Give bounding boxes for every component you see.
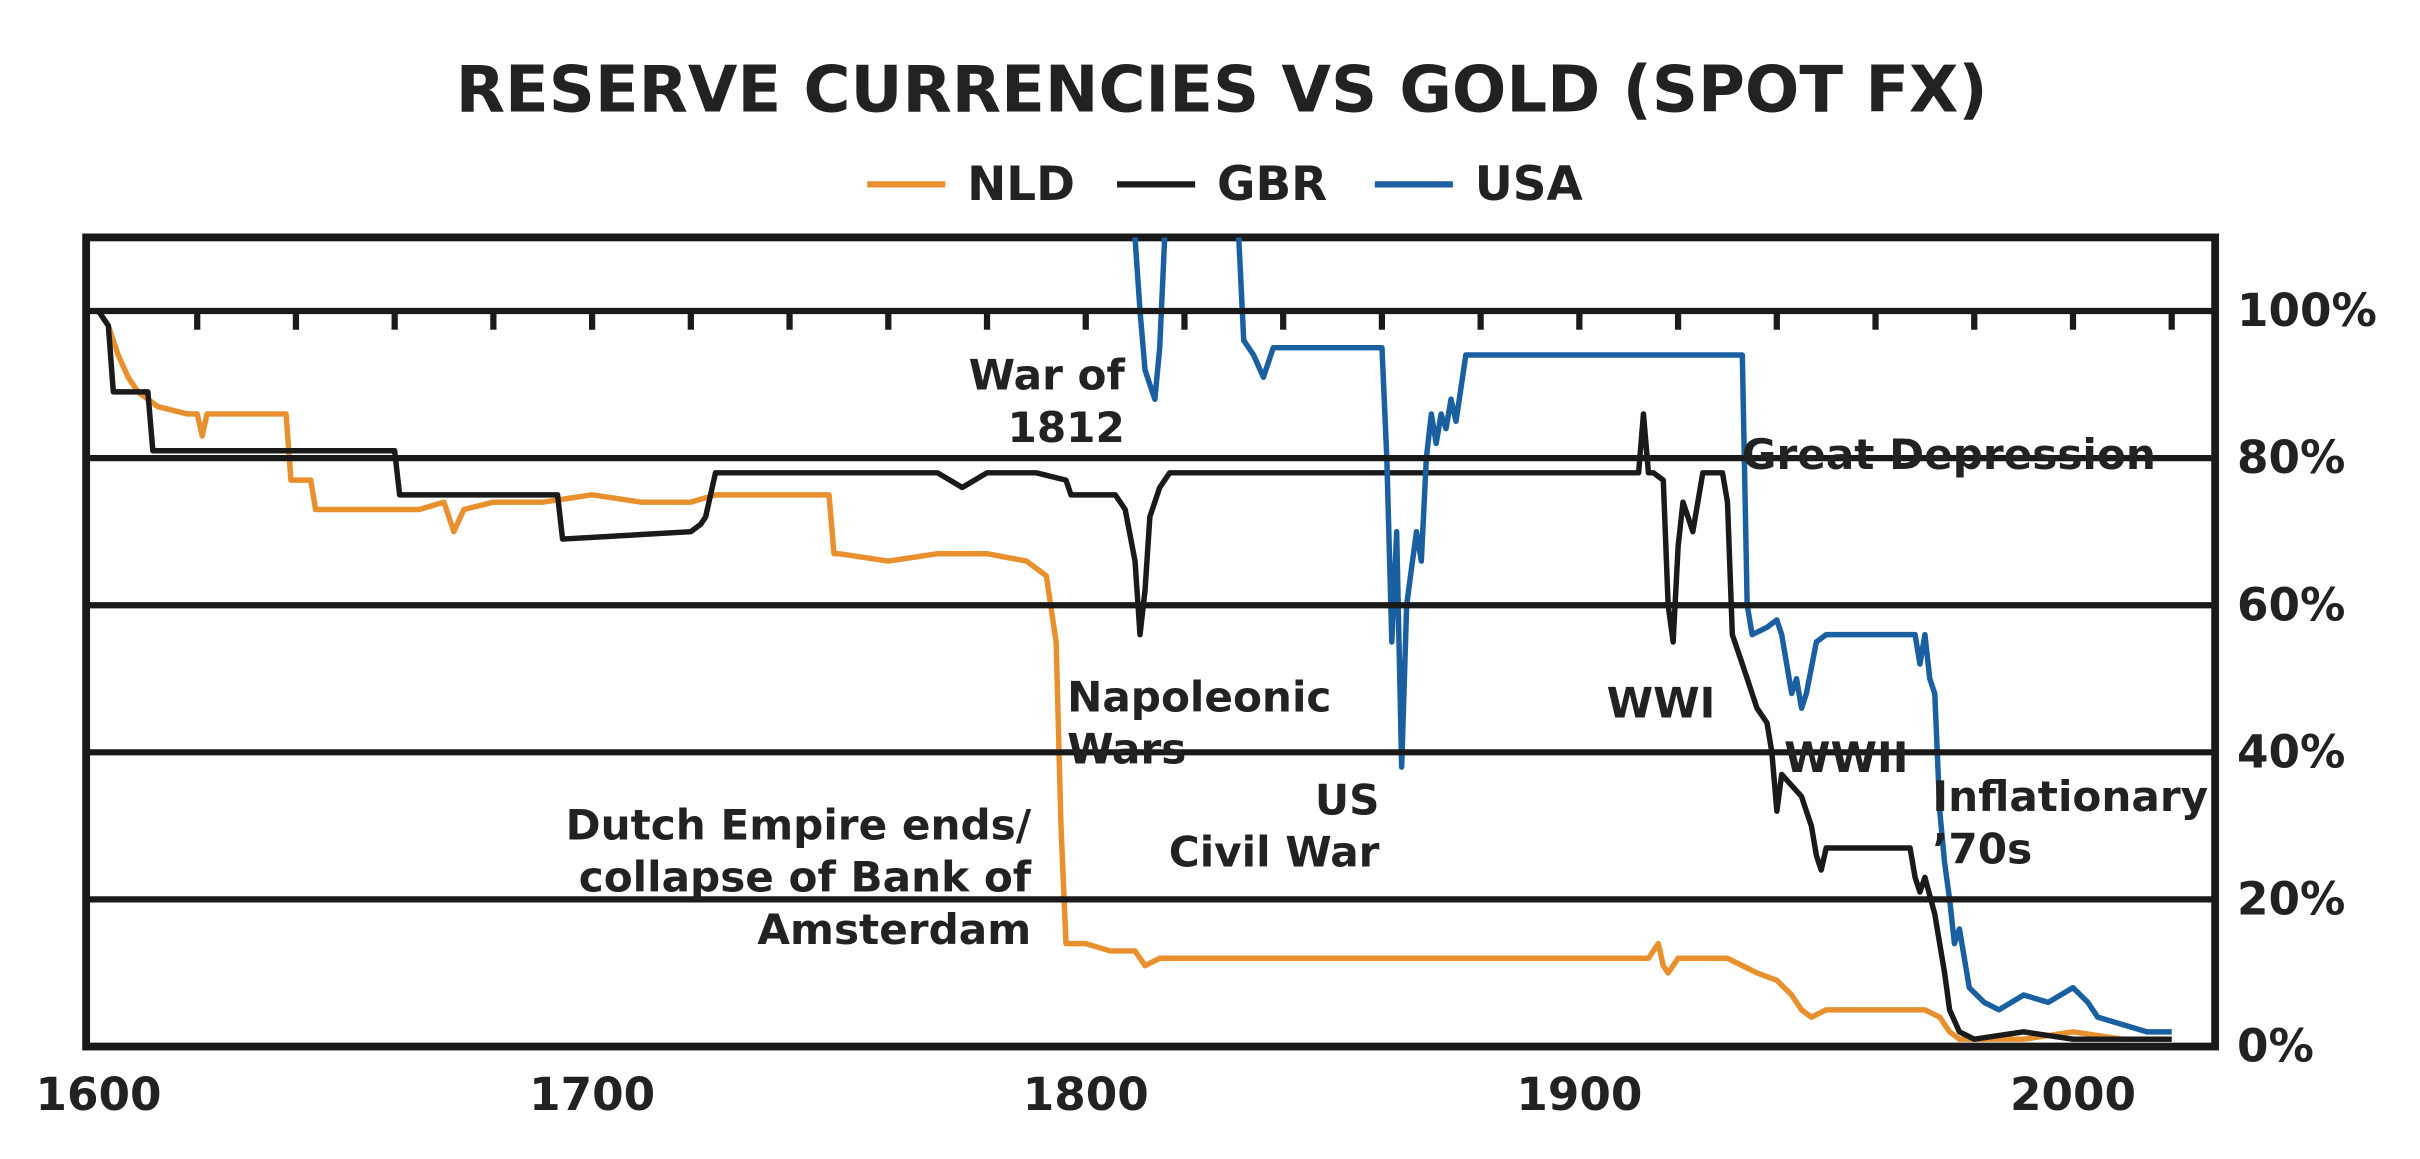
legend-label: GBR <box>1217 158 1327 212</box>
annotation: War of <box>969 351 1126 400</box>
annotation: Amsterdam <box>757 905 1031 954</box>
y-tick-label: 40% <box>2237 725 2345 778</box>
y-tick-label: 20% <box>2237 873 2345 926</box>
x-tick-label: 2000 <box>2010 1068 2136 1121</box>
x-tick-label: 1700 <box>529 1068 655 1121</box>
annotation: ’70s <box>1932 825 2032 874</box>
annotation: collapse of Bank of <box>579 853 1032 902</box>
annotation: WWI <box>1607 679 1716 728</box>
annotation: Napoleonic <box>1067 672 1331 721</box>
y-tick-label: 60% <box>2237 578 2345 631</box>
series-line <box>1132 237 2172 1035</box>
plot-frame <box>82 233 2220 1051</box>
y-tick-label: 100% <box>2237 284 2377 337</box>
x-tick-label: 1800 <box>1023 1068 1149 1121</box>
y-tick-label: 80% <box>2237 431 2345 484</box>
annotation: Great Depression <box>1742 430 2156 479</box>
x-tick-label: 1900 <box>1516 1068 1642 1121</box>
annotation: US <box>1315 775 1380 824</box>
y-tick-label: 0% <box>2237 1020 2314 1073</box>
legend-label: USA <box>1475 158 1584 212</box>
plot-area <box>96 237 2172 1042</box>
annotation: Dutch Empire ends/ <box>566 800 1032 849</box>
annotation: 1812 <box>1008 403 1125 452</box>
legend-label: NLD <box>967 158 1075 212</box>
annotation: WWII <box>1784 733 1908 782</box>
annotation: Wars <box>1067 725 1186 774</box>
chart-title: RESERVE CURRENCIES VS GOLD (SPOT FX) <box>456 53 1988 127</box>
annotation: Inflationary <box>1932 772 2208 821</box>
x-tick-label: 1600 <box>35 1068 161 1121</box>
annotation: Civil War <box>1169 828 1380 877</box>
